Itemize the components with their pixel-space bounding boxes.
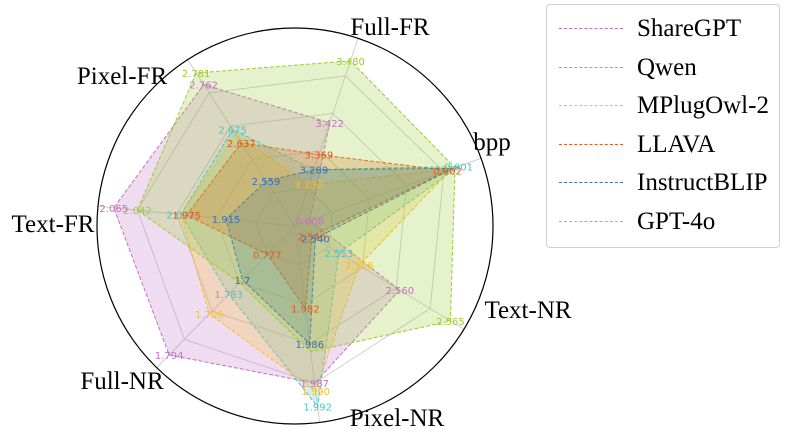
value-label: 2.003 [166,211,195,222]
grid-spoke [294,225,465,330]
series-polygon-llava [185,142,450,310]
legend-item-mplugowl-2: MPlugOwl-2 [547,88,779,124]
value-label: 2.781 [182,69,211,80]
value-label: 3.369 [305,151,334,162]
value-label: 2.042 [123,206,152,217]
value-label: 2.065 [99,204,128,215]
legend-label: MPlugOwl-2 [637,92,769,119]
legend: ShareGPT Qwen MPlugOwl-2 LLAVA InstructBLIP G… [546,4,780,248]
value-label: 2.556 [345,261,374,272]
value-label: 2.675 [218,126,247,137]
legend-label: InstructBLIP [637,169,768,196]
value-label: 0.001 [444,162,473,173]
series-polygon-sharegpt [113,84,401,384]
legend-swatch [559,182,623,183]
value-label: 1.986 [295,340,324,351]
value-label: 2.553 [325,249,354,260]
grid-spoke [97,205,296,227]
axis-label-full-nr: Full-NR [80,368,164,395]
value-label: 2.762 [189,81,218,92]
legend-item-gpt-4o: GPT-4o [547,204,779,240]
value-label: 1.783 [214,290,243,301]
value-label: 1.7 [235,276,251,287]
legend-swatch [559,143,623,145]
legend-label: LLAVA [637,130,716,158]
grid-spoke [294,38,359,227]
legend-item-qwen: Qwen [547,50,779,86]
value-label: 1.709 [195,310,224,321]
grid-spoke [156,225,296,369]
value-label: 2.637 [227,139,256,150]
value-label: 2.559 [252,177,281,188]
grid-spoke [294,225,321,423]
legend-swatch [559,66,623,68]
axis-label-pixel-fr: Pixel-FR [77,63,168,90]
legend-swatch [559,105,623,106]
series-polygon-instructblip [225,167,454,345]
value-label: 2.560 [385,286,414,297]
radar-frame [96,27,494,425]
grid-ring [136,75,445,384]
legend-item-llava: LLAVA [547,127,779,163]
value-label: 1.982 [291,305,320,316]
grid-ring [255,187,333,266]
value-label: 3.289 [300,166,329,177]
value-label: 3.289 [300,166,329,177]
series-polygon-mplugowl-2 [180,133,453,392]
legend-item-instructblip: InstructBLIP [547,165,779,201]
legend-label: ShareGPT [637,15,742,42]
axis-label-text-fr: Text-FR [12,211,95,238]
value-label: 0.002 [433,166,462,177]
grid-ring [215,150,370,306]
axis-label-text-nr: Text-NR [484,297,571,324]
value-label: 1.987 [300,379,329,390]
value-label: 0.008 [296,217,325,228]
series-polygon-qwen [180,128,461,408]
legend-swatch [559,28,623,29]
value-label: 1.975 [172,211,201,222]
value-label: 1.794 [155,351,184,362]
legend-swatch [559,220,623,222]
value-label: 0.777 [253,250,282,261]
axis-label-pixel-nr: Pixel-NR [350,405,445,432]
value-label: 3.422 [315,119,344,130]
value-label: 2.546 [298,232,327,243]
value-label: 3.230 [295,181,324,192]
value-label: 2.565 [436,317,465,328]
value-label: 2.540 [301,234,330,245]
value-label: 1.990 [301,387,330,398]
legend-item-sharegpt: ShareGPT [547,11,779,47]
series-polygon-gpt-4o [136,60,456,353]
value-label: 1.915 [212,215,241,226]
axis-label-bpp: bpp [473,129,511,156]
legend-label: GPT-4o [637,207,716,235]
value-label: 1.992 [303,403,332,414]
legend-label: Qwen [637,53,697,81]
value-label: 3.480 [336,57,365,68]
axis-label-full-fr: Full-FR [350,14,430,41]
